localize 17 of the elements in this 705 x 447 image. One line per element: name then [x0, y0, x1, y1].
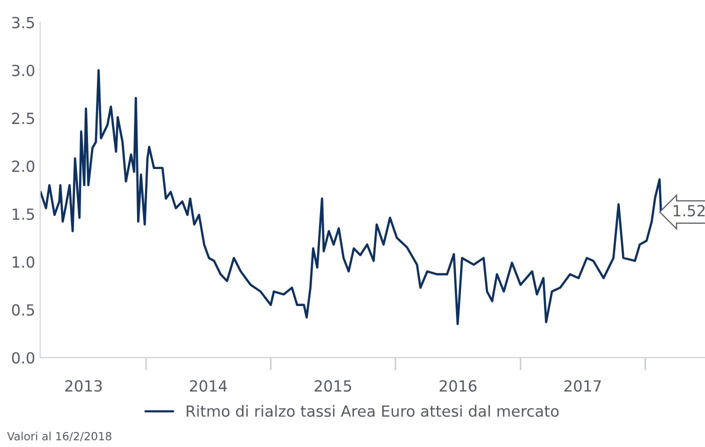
y-tick-label: 0.0: [12, 352, 34, 364]
x-tick-label: 2017: [564, 380, 601, 392]
text: Valori al 16/2/2018: [7, 432, 112, 442]
y-tick-label: 3.5: [12, 16, 34, 28]
x-tick-label: 2016: [440, 380, 476, 392]
legend-label: Ritmo di rialzo tassi Area Euro attesi dal mercato: [186, 405, 559, 417]
annotation: 1.52: [674, 204, 705, 216]
line-series: [40, 69, 662, 326]
y-tick-label: 2.0: [12, 160, 34, 172]
y-tick-label: 3.0: [12, 64, 34, 76]
y-tick-label: 1.0: [12, 256, 34, 268]
y-tick-label: 2.5: [12, 112, 34, 124]
y-tick-label: 1.5: [12, 208, 34, 220]
y-tick-label: 0.5: [12, 304, 34, 316]
x-tick-label: 2014: [190, 380, 227, 392]
x-tick-label: 2013: [65, 380, 102, 392]
x-tick-label: 2015: [314, 380, 352, 392]
